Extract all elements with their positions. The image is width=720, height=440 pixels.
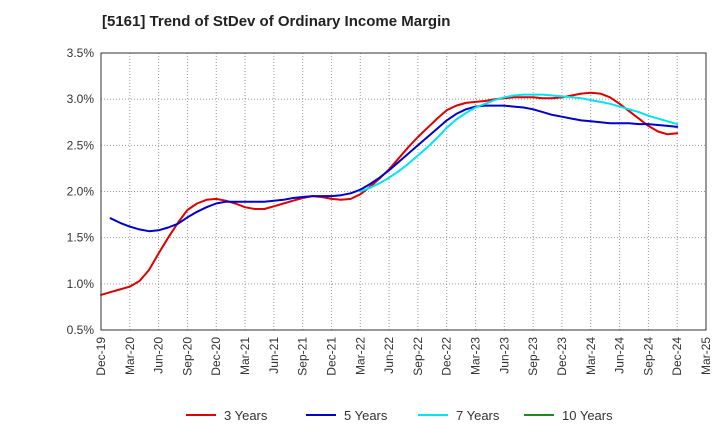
x-tick-label: Sep-24 (641, 337, 655, 376)
x-tick-label: Jun-22 (382, 337, 396, 374)
x-tick-label: Jun-24 (613, 337, 627, 374)
grid-lines (101, 53, 706, 330)
x-tick-label: Jun-21 (267, 337, 281, 374)
series-line-3 (359, 93, 679, 193)
x-tick-label: Mar-25 (699, 337, 713, 375)
x-tick-label: Mar-24 (584, 337, 598, 375)
legend-label: 10 Years (562, 408, 613, 423)
legend: 3 Years 5 Years 7 Years 10 Years (186, 408, 613, 423)
x-tick-label: Jun-23 (497, 337, 511, 374)
x-tick-label: Mar-22 (353, 337, 367, 375)
y-tick-label: 3.5% (67, 46, 95, 60)
series-line-2 (109, 104, 679, 233)
chart-title: [5161] Trend of StDev of Ordinary Income… (102, 13, 451, 30)
y-axis-ticks: 0.5% 1.0% 1.5% 2.0% 2.5% 3.0% 3.5% (67, 46, 95, 337)
x-tick-label: Mar-21 (238, 337, 252, 375)
y-tick-label: 2.5% (67, 138, 95, 152)
plot-frame (100, 52, 707, 331)
series-lines (100, 91, 679, 296)
y-tick-label: 2.0% (67, 185, 95, 199)
y-tick-label: 1.5% (67, 231, 95, 245)
y-tick-label: 3.0% (67, 92, 95, 106)
legend-label: 7 Years (456, 408, 500, 423)
x-tick-label: Dec-21 (324, 337, 338, 376)
x-tick-label: Dec-23 (555, 337, 569, 376)
x-tick-label: Sep-21 (296, 337, 310, 376)
y-tick-label: 1.0% (67, 277, 95, 291)
x-tick-label: Sep-23 (526, 337, 540, 376)
x-tick-label: Jun-20 (152, 337, 166, 374)
legend-label: 3 Years (224, 408, 268, 423)
x-tick-label: Dec-22 (440, 337, 454, 376)
legend-label: 5 Years (344, 408, 388, 423)
x-tick-label: Mar-20 (123, 337, 137, 375)
x-tick-label: Sep-20 (180, 337, 194, 376)
x-tick-label: Dec-19 (94, 337, 108, 376)
x-tick-label: Mar-23 (469, 337, 483, 375)
x-tick-label: Sep-22 (411, 337, 425, 376)
x-axis-ticks: Dec-19 Mar-20 Jun-20 Sep-20 Dec-20 Mar-21 Jun-… (94, 337, 713, 376)
y-tick-label: 0.5% (67, 323, 95, 337)
x-tick-label: Dec-20 (209, 337, 223, 376)
x-tick-label: Dec-24 (670, 337, 684, 376)
